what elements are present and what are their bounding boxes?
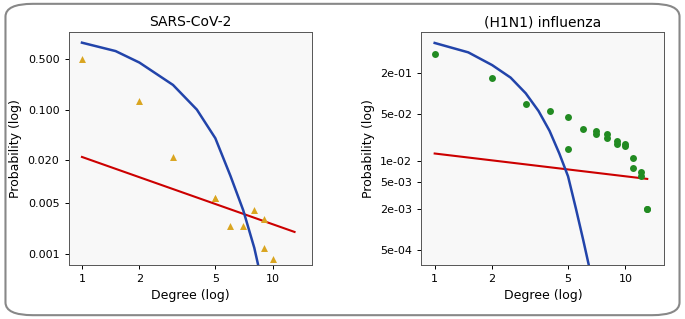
Point bbox=[601, 136, 612, 141]
Point bbox=[225, 224, 236, 229]
Point bbox=[210, 195, 221, 200]
Point bbox=[635, 174, 646, 179]
Point bbox=[134, 99, 145, 104]
Point bbox=[429, 51, 440, 56]
Point bbox=[620, 141, 631, 146]
Point bbox=[642, 206, 653, 211]
Point bbox=[249, 208, 260, 213]
Point bbox=[258, 217, 269, 222]
FancyBboxPatch shape bbox=[5, 4, 680, 315]
X-axis label: Degree (log): Degree (log) bbox=[151, 289, 229, 302]
Point bbox=[168, 154, 179, 160]
Point bbox=[77, 57, 88, 62]
Point bbox=[275, 276, 286, 281]
Y-axis label: Probability (log): Probability (log) bbox=[362, 99, 375, 198]
Point bbox=[611, 141, 622, 146]
Point bbox=[611, 138, 622, 143]
Point bbox=[601, 132, 612, 137]
Point bbox=[628, 156, 639, 161]
Point bbox=[577, 126, 588, 131]
Point bbox=[258, 245, 269, 250]
Y-axis label: Probability (log): Probability (log) bbox=[9, 99, 22, 198]
Title: (H1N1) influenza: (H1N1) influenza bbox=[484, 15, 601, 29]
Point bbox=[486, 75, 497, 80]
Point bbox=[620, 143, 631, 148]
Point bbox=[562, 147, 573, 152]
Point bbox=[642, 206, 653, 211]
Point bbox=[544, 108, 555, 114]
Point bbox=[590, 132, 601, 137]
Point bbox=[628, 165, 639, 170]
X-axis label: Degree (log): Degree (log) bbox=[503, 289, 582, 302]
Point bbox=[238, 224, 249, 229]
Point bbox=[590, 128, 601, 133]
Point bbox=[210, 195, 221, 200]
Point bbox=[267, 256, 278, 261]
Point bbox=[289, 276, 300, 281]
Point bbox=[635, 169, 646, 174]
Point bbox=[275, 276, 286, 281]
Title: SARS-CoV-2: SARS-CoV-2 bbox=[149, 15, 232, 29]
Point bbox=[562, 114, 573, 119]
Point bbox=[520, 101, 531, 106]
